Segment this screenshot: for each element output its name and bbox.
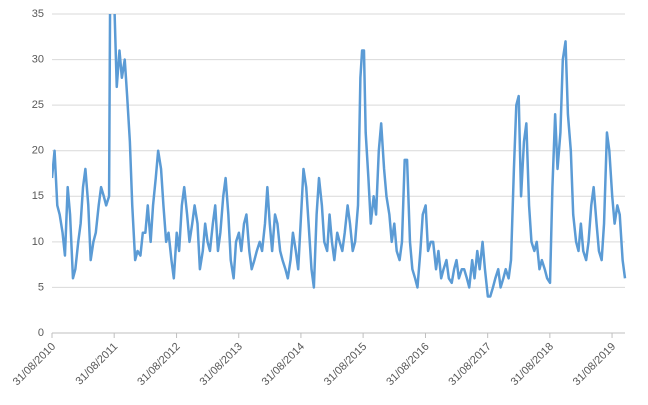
- y-tick-label: 10: [32, 236, 44, 248]
- line-series: [52, 14, 627, 298]
- x-tick-label: 31/08/2010: [11, 341, 58, 388]
- plot-area: [52, 14, 627, 298]
- y-tick-label: 15: [32, 190, 44, 202]
- x-tick-label: 31/08/2014: [260, 341, 307, 388]
- x-tick-label: 31/08/2012: [135, 341, 182, 388]
- y-tick-label: 25: [32, 99, 44, 111]
- x-tick-label: 31/08/2019: [571, 341, 618, 388]
- x-tick-label: 31/08/2015: [322, 341, 369, 388]
- y-tick-label: 5: [38, 281, 44, 293]
- x-tick-label: 31/08/2017: [446, 341, 493, 388]
- x-tick-label: 31/08/2016: [384, 341, 431, 388]
- grid: [52, 13, 625, 334]
- x-tick-label: 31/08/2013: [197, 341, 244, 388]
- y-tick-label: 20: [32, 145, 44, 157]
- x-tick-label: 31/08/2018: [509, 341, 556, 388]
- y-tick-label: 30: [32, 53, 44, 65]
- y-tick-label: 0: [38, 327, 44, 339]
- x-tick-label: 31/08/2011: [74, 341, 121, 388]
- y-tick-label: 35: [32, 8, 44, 20]
